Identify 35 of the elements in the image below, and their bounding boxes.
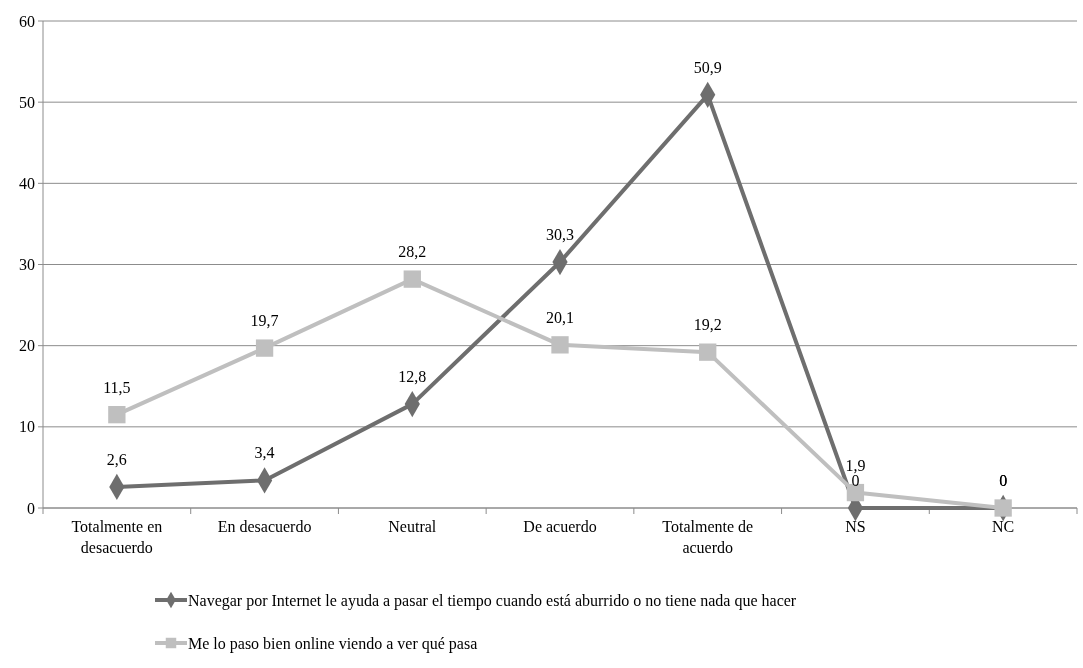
y-tick-label: 10 <box>19 418 35 436</box>
legend-label: Me lo paso bien online viendo a ver qué pasa <box>188 634 478 653</box>
y-tick-label: 30 <box>19 256 35 274</box>
data-label: 19,2 <box>693 316 722 334</box>
data-label: 12,8 <box>398 368 427 386</box>
data-label: 19,7 <box>250 312 279 330</box>
x-tick-label: Totalmente de acuerdo <box>662 518 754 556</box>
x-tick-label: NC <box>992 518 1015 535</box>
y-tick-label: 40 <box>19 174 35 192</box>
point <box>551 336 569 354</box>
point <box>108 406 126 424</box>
point <box>403 270 421 288</box>
y-tick-label: 60 <box>19 12 35 30</box>
point <box>994 499 1012 517</box>
x-tick-label: Neutral <box>388 518 437 535</box>
x-tick-label: NS <box>845 518 866 535</box>
data-label: 1,9 <box>845 456 866 474</box>
x-tick-label: De acuerdo <box>523 518 597 535</box>
data-label: 20,1 <box>546 308 574 326</box>
data-label: 50,9 <box>693 58 722 76</box>
data-label: 3,4 <box>254 444 275 462</box>
data-label: 0 <box>851 472 860 489</box>
data-label: 30,3 <box>546 226 574 244</box>
data-label: 11,5 <box>103 378 131 396</box>
y-tick-label: 0 <box>27 499 35 517</box>
data-label: 0 <box>999 472 1008 489</box>
data-label: 2,6 <box>106 450 127 468</box>
x-tick-label: En desacuerdo <box>217 518 312 535</box>
data-label: 28,2 <box>398 243 427 261</box>
x-tick-label: Totalmente en desacuerdo <box>71 518 163 556</box>
y-tick-label: 20 <box>19 337 35 355</box>
legend-label: Navegar por Internet le ayuda a pasar el tiempo cuando está aburrido o no tiene nada que hacer <box>188 591 797 610</box>
point <box>255 339 274 357</box>
point <box>699 343 717 361</box>
y-tick-label: 50 <box>19 93 35 111</box>
